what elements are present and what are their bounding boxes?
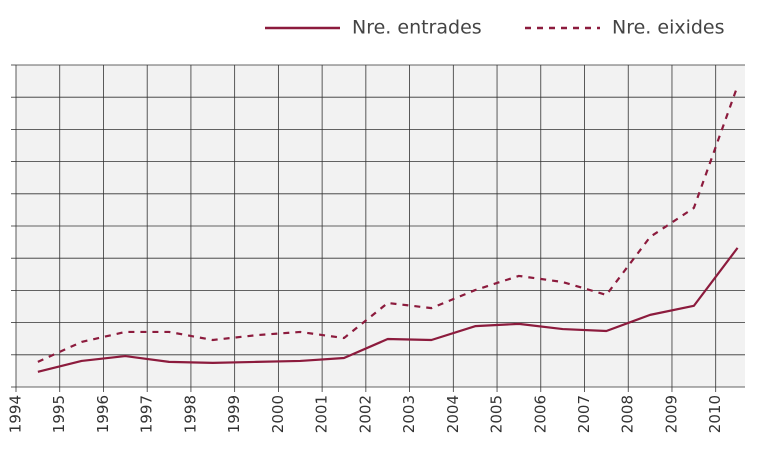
x-tick-label: 2000 [269, 395, 287, 433]
series-line [37, 247, 739, 373]
legend-label: Nre. eixides [612, 17, 725, 39]
x-tick-label: 2003 [400, 395, 418, 433]
legend-label: Nre. entrades [352, 17, 482, 39]
x-tick-label: 1998 [181, 395, 199, 433]
x-tick-label: 2010 [706, 395, 724, 433]
x-tick-label: 1994 [7, 395, 25, 433]
x-tick-label: 1997 [138, 395, 156, 433]
x-tick-label: 2004 [444, 395, 462, 433]
x-tick-label: 1995 [50, 395, 68, 433]
series-line [37, 85, 739, 363]
x-tick-label: 2002 [356, 395, 374, 433]
x-tick-label: 2001 [313, 395, 331, 433]
x-tick-label: 2006 [531, 395, 549, 433]
x-tick-label: 2008 [619, 395, 637, 433]
x-tick-label: 2007 [575, 395, 593, 433]
x-tick-label: 1999 [225, 395, 243, 433]
x-tick-label: 2005 [488, 395, 506, 433]
x-tick-label: 2009 [662, 395, 680, 433]
x-tick-label: 1996 [94, 395, 112, 433]
